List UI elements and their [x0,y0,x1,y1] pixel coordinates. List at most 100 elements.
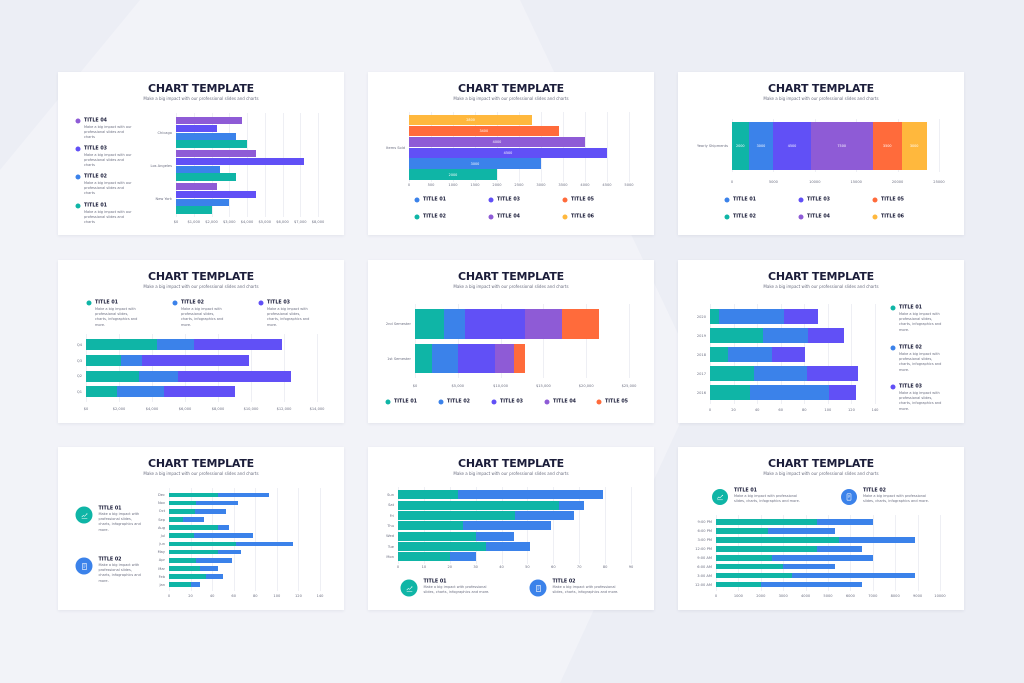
bar-segment[interactable] [462,521,551,531]
bar-segment[interactable] [190,582,201,588]
bar-segment[interactable] [398,500,559,510]
bar-segment[interactable] [806,365,859,382]
bar-segment[interactable] [792,572,916,579]
bar-segment[interactable] [409,147,607,158]
bar-segment[interactable] [138,370,179,382]
bar-segment[interactable] [901,122,927,170]
chart-slide[interactable]: CHART TEMPLATE Make a big impact with our… [678,72,964,235]
bar-segment[interactable] [486,541,531,551]
bar-segment[interactable] [816,519,873,526]
bar-segment[interactable] [753,365,807,382]
chart-slide[interactable]: CHART TEMPLATE Make a big impact with our… [368,447,654,610]
bar-segment[interactable] [398,531,476,541]
bar-segment[interactable] [217,549,242,555]
bar-segment[interactable] [169,492,218,498]
bar-segment[interactable] [457,343,495,374]
bar-segment[interactable] [415,309,445,339]
bar-segment[interactable] [716,546,817,552]
bar-segment[interactable] [200,566,218,571]
bar-segment[interactable] [117,386,165,398]
bar-segment[interactable] [748,122,774,170]
bar-segment[interactable] [169,500,196,506]
bar-segment[interactable] [86,370,139,382]
bar-segment[interactable] [716,581,761,588]
bar-segment[interactable] [839,537,916,543]
bar-segment[interactable] [415,343,433,374]
bar-segment[interactable] [176,190,256,199]
bar-segment[interactable] [86,339,157,351]
bar-segment[interactable] [710,365,754,382]
bar-segment[interactable] [514,510,575,521]
bar-segment[interactable] [176,116,242,125]
bar-segment[interactable] [719,308,785,325]
bar-segment[interactable] [169,582,191,588]
chart-slide[interactable]: CHART TEMPLATE Make a big impact with our… [368,260,654,423]
bar-segment[interactable] [558,500,585,510]
bar-segment[interactable] [205,574,223,579]
bar-segment[interactable] [156,339,195,351]
bar-segment[interactable] [767,528,835,534]
bar-segment[interactable] [449,552,476,562]
chart-slide[interactable]: CHART TEMPLATE Make a big impact with our… [58,72,344,235]
chart-slide[interactable]: CHART TEMPLATE Make a big impact with our… [58,260,344,423]
bar-segment[interactable] [164,386,235,398]
bar-segment[interactable] [121,354,143,366]
bar-segment[interactable] [169,508,195,514]
bar-segment[interactable] [772,346,806,363]
chart-slide[interactable]: CHART TEMPLATE Make a big impact with our… [58,447,344,610]
bar-segment[interactable] [176,165,221,173]
chart-slide[interactable]: CHART TEMPLATE Make a big impact with our… [368,72,654,235]
bar-segment[interactable] [772,554,873,561]
bar-segment[interactable] [195,557,232,563]
bar-segment[interactable] [829,384,857,401]
bar-segment[interactable] [176,182,217,191]
bar-segment[interactable] [562,309,600,339]
bar-segment[interactable] [816,546,862,552]
bar-segment[interactable] [710,308,720,325]
bar-segment[interactable] [784,308,819,325]
bar-segment[interactable] [176,157,304,166]
bar-segment[interactable] [710,327,764,344]
bar-segment[interactable] [716,563,784,570]
bar-segment[interactable] [763,327,808,344]
bar-segment[interactable] [716,528,768,534]
bar-segment[interactable] [176,198,230,206]
bar-segment[interactable] [398,521,463,531]
bar-segment[interactable] [409,169,497,180]
bar-segment[interactable] [872,122,902,170]
bar-segment[interactable] [176,140,247,148]
bar-segment[interactable] [464,309,525,339]
bar-segment[interactable] [195,500,239,506]
bar-segment[interactable] [732,122,749,170]
bar-segment[interactable] [142,354,249,366]
bar-segment[interactable] [86,354,122,366]
bar-segment[interactable] [193,533,254,539]
bar-segment[interactable] [524,309,563,339]
chart-slide[interactable]: CHART TEMPLATE Make a big impact with our… [678,447,964,610]
bar-segment[interactable] [710,384,751,401]
bar-segment[interactable] [716,554,772,561]
bar-segment[interactable] [409,136,585,148]
bar-segment[interactable] [807,327,845,344]
bar-segment[interactable] [398,552,450,562]
bar-segment[interactable] [169,525,218,530]
bar-segment[interactable] [810,122,873,170]
bar-segment[interactable] [169,533,194,539]
bar-segment[interactable] [176,173,237,181]
chart-slide[interactable]: CHART TEMPLATE Make a big impact with our… [678,260,964,423]
bar-segment[interactable] [235,541,294,547]
bar-segment[interactable] [169,574,206,579]
bar-segment[interactable] [432,343,458,374]
bar-segment[interactable] [409,125,559,137]
bar-segment[interactable] [716,537,840,543]
bar-segment[interactable] [409,115,533,126]
bar-segment[interactable] [169,541,236,547]
bar-segment[interactable] [176,206,212,214]
bar-segment[interactable] [194,339,282,351]
bar-segment[interactable] [514,343,525,374]
bar-segment[interactable] [398,490,458,500]
bar-segment[interactable] [176,149,256,158]
bar-segment[interactable] [750,384,830,401]
bar-segment[interactable] [409,158,541,169]
bar-segment[interactable] [194,508,227,514]
